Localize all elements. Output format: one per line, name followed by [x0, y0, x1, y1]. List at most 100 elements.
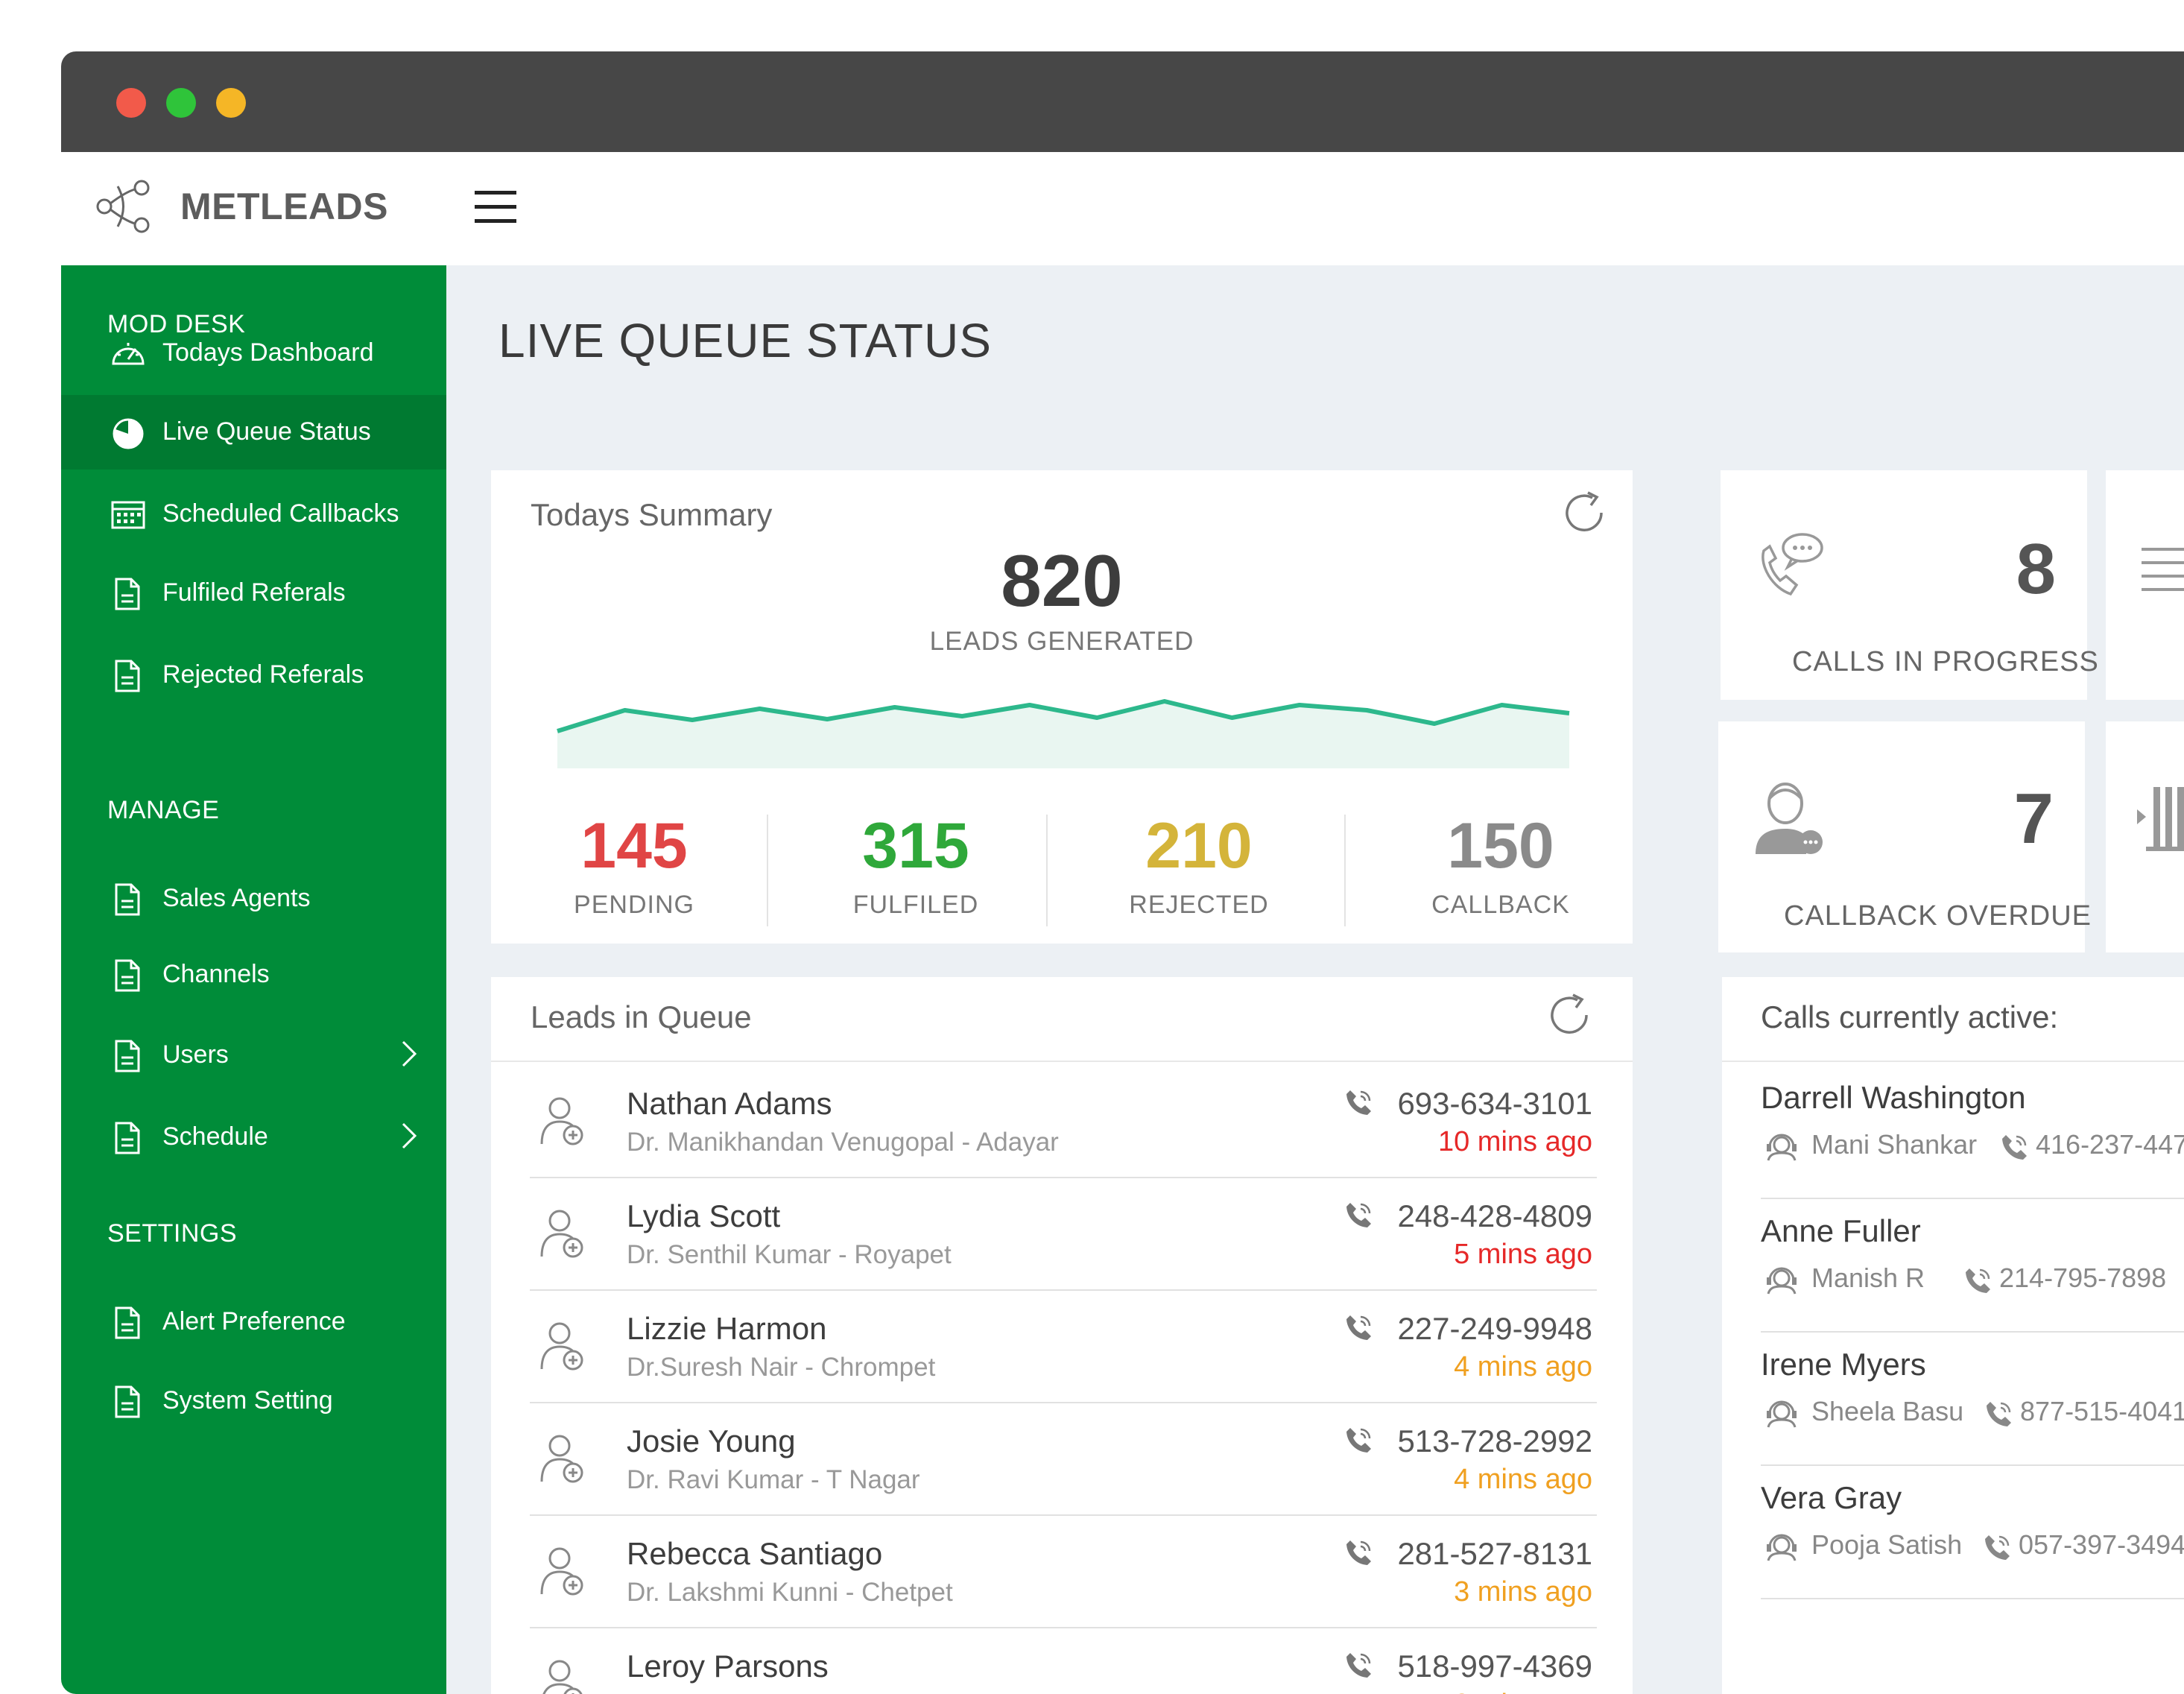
queue-tile-partial[interactable]: [2106, 470, 2184, 700]
calls-in-progress-value: 8: [2016, 529, 2056, 609]
sidebar-item-users[interactable]: Users: [61, 1018, 446, 1093]
close-window-button[interactable]: [116, 88, 146, 118]
lead-phone[interactable]: 513-728-2992: [1397, 1423, 1592, 1458]
todays-summary-card: Todays Summary 820 LEADS GENERATED 145 PE…: [491, 470, 1633, 944]
stat-divider: [1046, 815, 1048, 926]
chevron-right-icon[interactable]: [400, 1121, 418, 1154]
hamburger-menu-icon[interactable]: [475, 191, 516, 224]
sidebar-item-scheduled-callbacks[interactable]: Scheduled Callbacks: [61, 477, 446, 552]
caller-phone[interactable]: 416-237-4471: [2036, 1129, 2184, 1160]
leads-generated-label: LEADS GENERATED: [929, 627, 1194, 656]
phone-icon[interactable]: [1344, 1425, 1374, 1458]
stat-label: REJECTED: [1129, 891, 1269, 919]
agent-headset-icon: [1765, 1399, 1798, 1432]
phone-icon[interactable]: [1344, 1087, 1374, 1121]
lead-row[interactable]: Lydia Scott Dr. Senthil Kumar - Royapet 24…: [530, 1178, 1597, 1291]
active-call-row[interactable]: Anne Fuller Manish R 214-795-7898: [1761, 1198, 2184, 1333]
agent-name: Manish R: [1811, 1262, 1925, 1293]
lead-phone[interactable]: 281-527-8131: [1397, 1536, 1592, 1571]
sidebar-item-channels[interactable]: Channels: [61, 938, 446, 1012]
sidebar-item-fulfiled-referals[interactable]: Fulfiled Referals: [61, 556, 446, 630]
sidebar-item-rejected-referals[interactable]: Rejected Referals: [61, 638, 446, 712]
sidebar-item-todays-dashboard[interactable]: Todays Dashboard: [61, 316, 446, 391]
lead-row[interactable]: Josie Young Dr. Ravi Kumar - T Nagar 513-7…: [530, 1403, 1597, 1516]
lead-phone[interactable]: 248-428-4809: [1397, 1198, 1592, 1233]
lead-source: Raai Medical Store - Pallavaram: [627, 1690, 1001, 1694]
caller-name: Irene Myers: [1761, 1347, 1926, 1382]
lead-phone[interactable]: 227-249-9948: [1397, 1311, 1592, 1346]
ol-tile-partial[interactable]: OL: [2106, 721, 2184, 952]
maximize-window-button[interactable]: [166, 88, 196, 118]
phone-icon[interactable]: [1344, 1200, 1374, 1233]
lead-phone[interactable]: 693-634-3101: [1397, 1086, 1592, 1121]
caller-phone[interactable]: 877-515-4041: [2020, 1396, 2184, 1426]
agent-headset-icon: [1765, 1532, 1798, 1566]
calls-in-progress-tile[interactable]: 8 CALLS IN PROGRESS: [1721, 470, 2098, 700]
leads-in-queue-card: Leads in Queue Nathan Adams Dr. Manikhand…: [491, 977, 1633, 1694]
phone-icon[interactable]: [1344, 1312, 1374, 1346]
active-call-row[interactable]: Darrell Washington Mani Shankar 416-237-44…: [1761, 1065, 2184, 1199]
lead-phone[interactable]: 518-997-4369: [1397, 1649, 1592, 1684]
lead-wait-time: 10 mins ago: [1437, 1126, 1592, 1157]
lead-row[interactable]: Rebecca Santiago Dr. Lakshmi Kunni - Chet…: [530, 1515, 1597, 1628]
card-divider: [491, 1061, 1633, 1062]
caller-phone[interactable]: 057-397-3494: [2019, 1529, 2184, 1560]
stat-value: 315: [862, 810, 969, 882]
sidebar-item-schedule[interactable]: Schedule: [61, 1100, 446, 1175]
refresh-icon[interactable]: [1543, 989, 1595, 1041]
lead-source: Dr.Suresh Nair - Chrompet: [627, 1353, 936, 1382]
list-transfer-icon: [2142, 548, 2184, 591]
stat-value: 210: [1145, 810, 1253, 882]
agent-name: Sheela Basu: [1811, 1396, 1964, 1426]
sidebar-section-title: MANAGE: [107, 796, 220, 824]
phone-icon: [1983, 1532, 2013, 1566]
lead-row[interactable]: Leroy Parsons Raai Medical Store - Pallav…: [530, 1628, 1597, 1694]
lead-row[interactable]: Lizzie Harmon Dr.Suresh Nair - Chrompet 22…: [530, 1290, 1597, 1403]
card-divider: [1722, 1061, 2184, 1062]
user-avatar-icon: [539, 1657, 586, 1694]
callback-overdue-tile[interactable]: 7 CALLBACK OVERDUE: [1718, 721, 2091, 952]
stat-callback[interactable]: 150 CALLBACK: [1389, 809, 1612, 920]
user-avatar-icon: [539, 1545, 586, 1601]
sidebar-item-label: System Setting: [162, 1386, 333, 1415]
calls-active-card: Calls currently active: Darrell Washingt…: [1722, 977, 2184, 1694]
stat-fulfiled[interactable]: 315 FULFILED: [804, 809, 1028, 920]
lead-name: Josie Young: [627, 1423, 796, 1458]
main-content: LIVE QUEUE STATUS Todays Summary 820 LEA…: [446, 265, 2184, 1694]
window-titlebar: [61, 51, 2184, 152]
trend-line: [557, 699, 1570, 733]
minimize-window-button[interactable]: [216, 88, 246, 118]
phone-chat-icon: [1762, 533, 1823, 596]
stat-label: CALLBACK: [1431, 891, 1570, 919]
document-icon: [110, 1039, 143, 1077]
calendar-icon: [110, 498, 146, 534]
refresh-icon[interactable]: [1558, 487, 1610, 539]
stat-label: FULFILED: [852, 891, 979, 919]
calls-active-title: Calls currently active:: [1761, 999, 2059, 1034]
summary-title: Todays Summary: [531, 497, 773, 532]
caller-name: Anne Fuller: [1761, 1213, 1921, 1248]
stat-label: PENDING: [574, 891, 694, 919]
lead-row[interactable]: Nathan Adams Dr. Manikhandan Venugopal - …: [530, 1065, 1597, 1178]
lead-name: Rebecca Santiago: [627, 1536, 883, 1571]
sidebar-item-alert-preference[interactable]: Alert Preference: [61, 1285, 446, 1359]
callback-overdue-label: CALLBACK OVERDUE: [1784, 900, 2092, 932]
sidebar-item-label: Schedule: [162, 1122, 268, 1151]
stat-rejected[interactable]: 210 REJECTED: [1087, 809, 1311, 920]
sidebar-item-system-setting[interactable]: System Setting: [61, 1364, 446, 1438]
sidebar-item-live-queue-status[interactable]: Live Queue Status: [61, 395, 446, 470]
stat-pending[interactable]: 145 PENDING: [522, 809, 746, 920]
phone-icon[interactable]: [1344, 1650, 1374, 1684]
stat-divider: [1344, 815, 1346, 926]
callback-overdue-value: 7: [2013, 779, 2054, 859]
sidebar-item-sales-agents[interactable]: Sales Agents: [61, 862, 446, 936]
sidebar-item-label: Scheduled Callbacks: [162, 499, 399, 528]
chevron-right-icon[interactable]: [400, 1039, 418, 1072]
phone-icon[interactable]: [1344, 1537, 1374, 1571]
active-call-row[interactable]: Vera Gray Pooja Satish 057-397-3494: [1761, 1465, 2184, 1599]
sidebar-item-label: Channels: [162, 960, 270, 988]
caller-phone[interactable]: 214-795-7898: [1999, 1262, 2167, 1293]
lead-source: Dr. Ravi Kumar - T Nagar: [627, 1465, 920, 1494]
active-call-row[interactable]: Irene Myers Sheela Basu 877-515-4041: [1761, 1332, 2184, 1466]
agent-headset-icon: [1765, 1265, 1798, 1299]
